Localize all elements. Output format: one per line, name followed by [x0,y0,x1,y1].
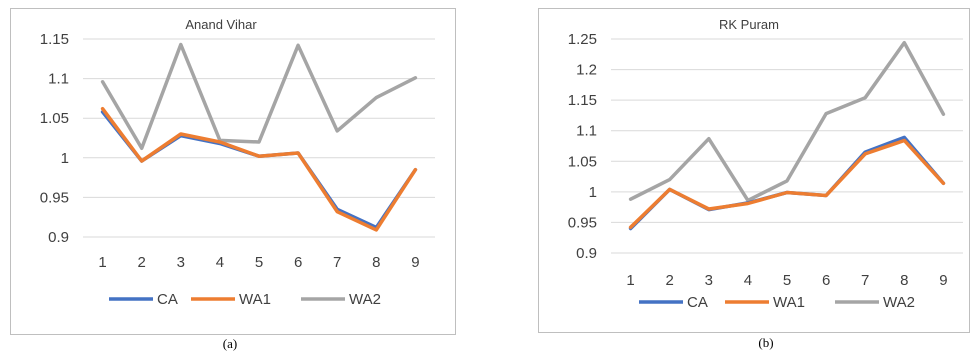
chart-title: RK Puram [719,17,779,32]
x-tick-label: 9 [939,272,947,289]
line-chart-rk-puram: RK Puram 0.9 0.95 1 1.05 1.1 1.15 1.2 1.25 1 2 3 4 5 6… [568,17,963,311]
x-tick-label: 2 [137,254,145,271]
chart-panel-anand-vihar: Anand Vihar 0.9 0.95 1 1.05 1.1 1.15 1 2 3 4 5 6 7 8 9 C… [10,8,456,335]
y-tick-label: 1 [589,184,597,201]
x-tick-label: 4 [744,272,752,289]
y-tick-label: 1.1 [48,71,69,88]
chart-panel-rk-puram: RK Puram 0.9 0.95 1 1.05 1.1 1.15 1.2 1.25 1 2 3 4 5 6… [538,8,970,333]
line-chart-anand-vihar: Anand Vihar 0.9 0.95 1 1.05 1.1 1.15 1 2 3 4 5 6 7 8 9 C… [40,17,435,308]
x-tick-label: 7 [333,254,341,271]
chart-title: Anand Vihar [185,17,257,32]
x-tick-label: 8 [372,254,380,271]
y-tick-label: 0.9 [48,229,69,246]
x-tick-label: 4 [216,254,224,271]
legend-label-wa1: WA1 [773,294,805,311]
figure-caption-b: (b) [758,335,774,350]
series-line-wa1 [628,138,946,230]
x-tick-label: 1 [98,254,106,271]
legend-label-wa2: WA2 [883,294,915,311]
y-tick-label: 1.05 [568,153,597,170]
y-tick-label: 1.25 [568,31,597,48]
y-tick-label: 0.9 [576,245,597,262]
legend-label-ca: CA [157,291,178,308]
y-tick-label: 1.05 [40,110,69,127]
x-tick-label: 5 [783,272,791,289]
legend-label-ca: CA [687,294,708,311]
x-tick-label: 1 [626,272,634,289]
x-tick-label: 8 [900,272,908,289]
x-tick-label: 2 [665,272,673,289]
legend-label-wa1: WA1 [239,291,271,308]
x-tick-label: 6 [822,272,830,289]
x-tick-label: 3 [177,254,185,271]
y-tick-label: 1.2 [576,62,597,79]
x-tick-label: 3 [705,272,713,289]
y-tick-label: 1.1 [576,123,597,140]
series-line-wa2 [100,42,418,151]
y-tick-label: 1.15 [40,31,69,48]
x-tick-label: 5 [255,254,263,271]
y-tick-label: 0.95 [40,189,69,206]
y-tick-label: 1 [61,150,69,167]
x-tick-label: 6 [294,254,302,271]
series-line-ca [628,135,946,231]
y-tick-label: 1.15 [568,92,597,109]
figure-caption-a: (a) [222,336,238,351]
legend-label-wa2: WA2 [349,291,381,308]
series-line-wa2 [628,40,946,203]
x-tick-label: 7 [861,272,869,289]
x-tick-label: 9 [411,254,419,271]
y-tick-label: 0.95 [568,214,597,231]
